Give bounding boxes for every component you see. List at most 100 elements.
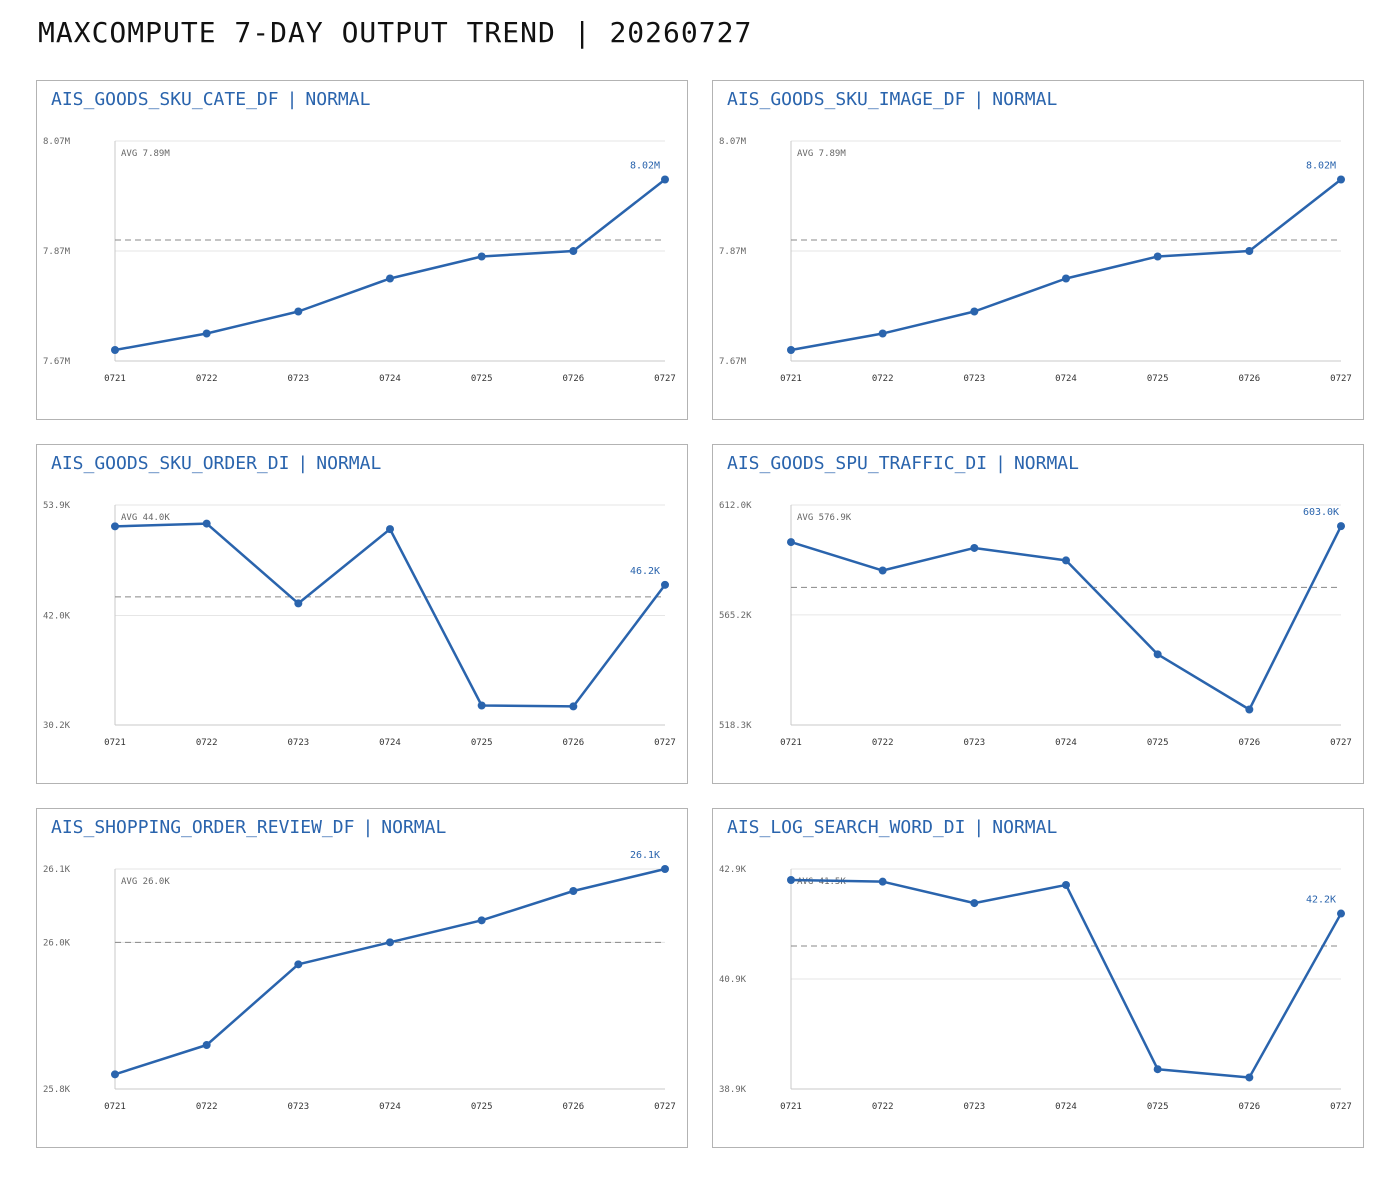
y-tick-label: 42.9K xyxy=(719,865,747,875)
average-label: AVG 26.0K xyxy=(121,877,170,887)
x-tick-label: 0722 xyxy=(872,374,894,384)
y-tick-label: 565.2K xyxy=(719,611,752,621)
chart-grid: AIS_GOODS_SKU_CATE_DF | NORMAL 7.67M 7.87M 8… xyxy=(36,80,1366,1150)
chart-panel-title: AIS_GOODS_SKU_CATE_DF | NORMAL xyxy=(51,89,370,110)
average-label: AVG 576.9K xyxy=(797,513,852,523)
x-tick-label: 0726 xyxy=(562,738,584,748)
average-label: AVG 41.5K xyxy=(797,877,846,887)
x-tick-label: 0723 xyxy=(287,1102,309,1112)
x-tick-label: 0726 xyxy=(562,1102,584,1112)
data-point xyxy=(111,1070,119,1079)
data-point xyxy=(477,916,486,925)
x-tick-label: 0726 xyxy=(1238,738,1260,748)
status-label: NORMAL xyxy=(305,89,371,110)
line-chart: 7.67M 7.87M 8.07M 0721 0722 0723 0724 0725 0726 0… xyxy=(43,137,676,384)
page-title: MAXCOMPUTE 7-DAY OUTPUT TREND | 20260727 xyxy=(38,16,753,49)
chart-panel: AIS_GOODS_SKU_ORDER_DI | NORMAL 30.2K 42.0K… xyxy=(36,444,688,784)
table-name: AIS_GOODS_SKU_IMAGE_DF xyxy=(727,89,966,110)
title-separator: | xyxy=(297,453,309,474)
chart-panel-title: AIS_SHOPPING_ORDER_REVIEW_DF | NORMAL xyxy=(51,817,446,838)
line-chart: 25.8K 26.0K 26.1K 0721 0722 0723 0724 0725 0726 0… xyxy=(43,850,676,1112)
x-tick-label: 0722 xyxy=(196,738,218,748)
y-tick-label: 26.0K xyxy=(43,938,71,948)
average-label: AVG 7.89M xyxy=(121,149,170,159)
x-tick-label: 0721 xyxy=(780,1102,802,1112)
x-tick-label: 0727 xyxy=(654,374,676,384)
x-tick-label: 0727 xyxy=(654,738,676,748)
x-tick-label: 0726 xyxy=(1238,1102,1260,1112)
status-label: NORMAL xyxy=(316,453,382,474)
last-value-label: 46.2K xyxy=(630,566,660,577)
data-point xyxy=(970,543,979,552)
y-tick-label: 612.0K xyxy=(719,501,752,511)
y-tick-label: 38.9K xyxy=(719,1085,747,1095)
title-separator: | xyxy=(973,817,985,838)
line-chart: 518.3K 565.2K 612.0K 0721 0722 0723 0724 0725 07… xyxy=(719,501,1352,748)
x-tick-label: 0726 xyxy=(562,374,584,384)
line-chart: 30.2K 42.0K 53.9K 0721 0722 0723 0724 0725 0726 0… xyxy=(43,501,676,748)
x-tick-label: 0724 xyxy=(379,374,401,384)
data-point xyxy=(202,329,211,338)
data-point xyxy=(569,702,578,711)
x-tick-label: 0722 xyxy=(872,738,894,748)
data-point xyxy=(1337,522,1345,531)
data-point xyxy=(386,525,394,534)
status-label: NORMAL xyxy=(992,89,1058,110)
x-tick-label: 0725 xyxy=(1147,374,1169,384)
data-point xyxy=(1062,880,1070,889)
data-point xyxy=(294,307,303,316)
series-line xyxy=(114,867,666,1076)
y-tick-label: 8.07M xyxy=(43,137,71,147)
title-separator: | xyxy=(973,89,985,110)
x-tick-label: 0724 xyxy=(1055,374,1077,384)
line-chart: 38.9K 40.9K 42.9K 0721 0722 0723 0724 0725 0726 0… xyxy=(719,865,1352,1112)
data-point xyxy=(1153,650,1162,659)
series-line xyxy=(114,178,666,352)
data-point xyxy=(970,899,979,908)
chart-panel: AIS_LOG_SEARCH_WORD_DI | NORMAL 38.9K 40.9K… xyxy=(712,808,1364,1148)
data-point xyxy=(111,522,119,531)
title-separator: | xyxy=(286,89,298,110)
data-point xyxy=(202,1041,211,1049)
table-name: AIS_SHOPPING_ORDER_REVIEW_DF xyxy=(51,817,355,838)
last-value-label: 603.0K xyxy=(1303,507,1339,518)
last-value-label: 42.2K xyxy=(1306,895,1336,906)
average-label: AVG 44.0K xyxy=(121,513,170,523)
x-tick-label: 0721 xyxy=(780,374,802,384)
series-line xyxy=(790,525,1343,711)
x-tick-label: 0724 xyxy=(1055,738,1077,748)
data-point xyxy=(1245,705,1254,714)
data-point xyxy=(787,346,795,354)
status-label: NORMAL xyxy=(381,817,447,838)
x-tick-label: 0726 xyxy=(1238,374,1260,384)
y-tick-label: 30.2K xyxy=(43,721,71,731)
line-chart: 7.67M 7.87M 8.07M 0721 0722 0723 0724 0725 0726 0… xyxy=(719,137,1352,384)
x-tick-label: 0724 xyxy=(1055,1102,1077,1112)
y-tick-label: 7.87M xyxy=(43,247,71,257)
x-tick-label: 0725 xyxy=(471,738,493,748)
data-point xyxy=(386,274,394,283)
x-tick-label: 0725 xyxy=(471,1102,493,1112)
x-tick-label: 0723 xyxy=(963,374,985,384)
data-point xyxy=(111,346,119,354)
x-tick-label: 0721 xyxy=(780,738,802,748)
data-point xyxy=(661,580,669,589)
y-tick-label: 7.67M xyxy=(43,357,71,367)
x-tick-label: 0727 xyxy=(1330,738,1352,748)
x-tick-label: 0722 xyxy=(196,374,218,384)
chart-panel-title: AIS_GOODS_SKU_ORDER_DI | NORMAL xyxy=(51,453,381,474)
data-point xyxy=(878,329,887,338)
x-tick-label: 0721 xyxy=(104,738,126,748)
x-tick-label: 0722 xyxy=(196,1102,218,1112)
chart-panel: AIS_GOODS_SKU_IMAGE_DF | NORMAL 7.67M 7.87M… xyxy=(712,80,1364,420)
data-point xyxy=(1062,274,1070,283)
data-point xyxy=(878,877,887,886)
data-point xyxy=(787,876,795,884)
y-tick-label: 42.0K xyxy=(43,611,71,621)
title-separator: | xyxy=(362,817,374,838)
data-point xyxy=(202,519,211,528)
x-tick-label: 0721 xyxy=(104,374,126,384)
data-point xyxy=(661,865,669,873)
status-label: NORMAL xyxy=(1013,453,1079,474)
x-tick-label: 0721 xyxy=(104,1102,126,1112)
